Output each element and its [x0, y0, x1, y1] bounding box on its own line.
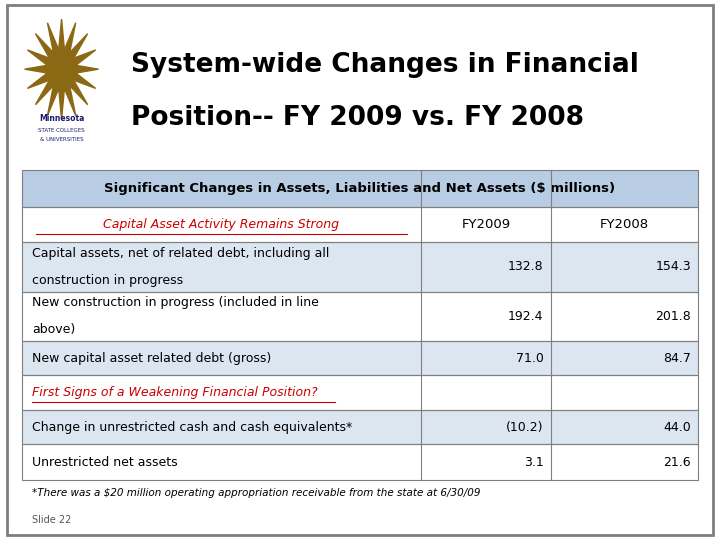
Text: 21.6: 21.6: [664, 456, 691, 469]
Text: 154.3: 154.3: [656, 260, 691, 273]
Text: Capital Asset Activity Remains Strong: Capital Asset Activity Remains Strong: [104, 218, 339, 231]
Text: *There was a $20 million operating appropriation receivable from the state at 6/: *There was a $20 million operating appro…: [32, 488, 481, 498]
Text: Change in unrestricted cash and cash equivalents*: Change in unrestricted cash and cash equ…: [32, 421, 353, 434]
Text: First Signs of a Weakening Financial Position?: First Signs of a Weakening Financial Pos…: [32, 386, 318, 399]
Text: FY2009: FY2009: [462, 218, 510, 231]
Text: Capital assets, net of related debt, including all: Capital assets, net of related debt, inc…: [32, 247, 330, 260]
Text: 71.0: 71.0: [516, 352, 544, 365]
Text: above): above): [32, 323, 76, 336]
Text: FY2008: FY2008: [600, 218, 649, 231]
Text: Significant Changes in Assets, Liabilities and Net Assets ($ millions): Significant Changes in Assets, Liabiliti…: [104, 182, 616, 195]
Text: Slide 22: Slide 22: [32, 515, 72, 525]
Text: & UNIVERSITIES: & UNIVERSITIES: [40, 137, 84, 142]
Text: 201.8: 201.8: [655, 310, 691, 323]
Text: New construction in progress (included in line: New construction in progress (included i…: [32, 296, 319, 309]
Text: construction in progress: construction in progress: [32, 274, 184, 287]
Text: New capital asset related debt (gross): New capital asset related debt (gross): [32, 352, 271, 365]
Text: 3.1: 3.1: [524, 456, 544, 469]
Text: 132.8: 132.8: [508, 260, 544, 273]
Text: STATE COLLEGES: STATE COLLEGES: [38, 127, 85, 132]
Text: System-wide Changes in Financial: System-wide Changes in Financial: [130, 52, 639, 78]
Text: Unrestricted net assets: Unrestricted net assets: [32, 456, 178, 469]
Text: (10.2): (10.2): [506, 421, 544, 434]
Text: 84.7: 84.7: [663, 352, 691, 365]
Text: Minnesota: Minnesota: [39, 113, 84, 123]
Text: Position-- FY 2009 vs. FY 2008: Position-- FY 2009 vs. FY 2008: [130, 105, 583, 131]
Polygon shape: [24, 19, 99, 119]
Text: 192.4: 192.4: [508, 310, 544, 323]
Text: 44.0: 44.0: [663, 421, 691, 434]
